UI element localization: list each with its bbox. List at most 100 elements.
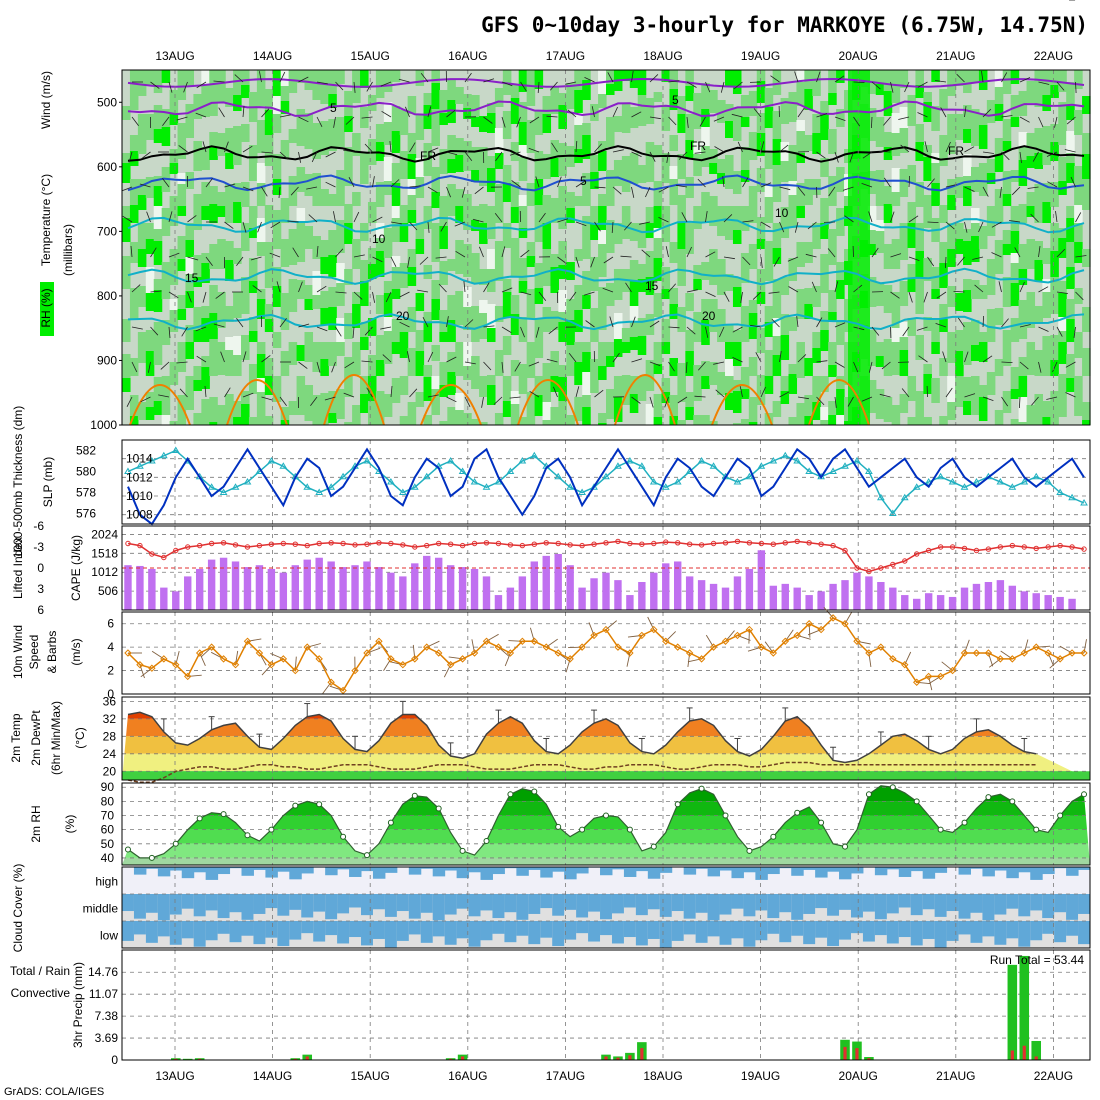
- cloud-cover-cell: [779, 894, 792, 913]
- lifted-index-marker: [710, 540, 717, 547]
- bottom-date-label: 17AUG: [546, 1069, 585, 1083]
- wind-barb: [1075, 81, 1077, 94]
- rh-cell: [407, 154, 417, 179]
- wind-barb: [464, 72, 472, 83]
- precip-tick: 0: [111, 1053, 118, 1067]
- rh-cell: [709, 90, 718, 113]
- rh-cell: [471, 220, 480, 231]
- rh-cell: [344, 160, 353, 186]
- wind-barb: [883, 177, 891, 188]
- rh-cell: [153, 401, 163, 415]
- wind-barb: [1019, 396, 1021, 409]
- rh-cell: [1034, 241, 1043, 260]
- rh-cell: [177, 80, 187, 100]
- cloud-cover-cell: [181, 894, 195, 909]
- rh-cell: [320, 257, 329, 274]
- rh-cell: [431, 192, 440, 208]
- rh-cell: [701, 192, 710, 208]
- cloud-cover-cell: [659, 894, 673, 917]
- cloud-cover-cell: [958, 921, 971, 935]
- thickness-tick: 578: [76, 486, 96, 500]
- rh-cell: [915, 277, 924, 295]
- rh-cell: [399, 416, 409, 425]
- rh-cell: [217, 192, 226, 206]
- wind-barb: [407, 351, 410, 363]
- precip-convective-bar: [616, 1057, 620, 1060]
- rh-cell: [185, 274, 195, 291]
- wind-barb: [495, 151, 503, 162]
- temperature-band: [122, 736, 1090, 754]
- rh-cell: [820, 420, 829, 425]
- rh-cell: [550, 376, 559, 392]
- precip-convective-bar: [1022, 1045, 1026, 1060]
- rh-cell: [137, 114, 147, 133]
- wind-barb: [236, 317, 244, 328]
- rh-cell: [613, 223, 623, 244]
- rh-cell: [740, 306, 750, 318]
- temperature-ylabel-line3: (6hr Min/Max): [49, 701, 63, 775]
- wind-barb: [1066, 116, 1076, 125]
- cape-bar: [506, 587, 515, 610]
- cape-bar: [841, 580, 849, 610]
- wind-barb: [511, 180, 521, 188]
- rh-cell: [772, 355, 782, 376]
- cloud-cover-cell: [1078, 894, 1091, 914]
- wind-speed-marker: [865, 649, 873, 657]
- rh-cell: [407, 348, 417, 363]
- rh-cell: [439, 196, 448, 206]
- rh-cell: [685, 114, 694, 140]
- wind-barb: [583, 291, 595, 296]
- rh-cell: [1050, 404, 1059, 425]
- wind-barb: [1046, 396, 1058, 400]
- rh-cell: [447, 295, 456, 309]
- rh-cell: [383, 157, 393, 181]
- rh-cell: [494, 241, 504, 260]
- rh-cell: [955, 239, 964, 254]
- precip-convective-bar: [293, 1058, 297, 1060]
- cloud-cover-cell: [1054, 921, 1067, 943]
- rh-cell: [891, 353, 901, 375]
- rh-cell: [748, 357, 758, 376]
- rh-cell: [1082, 363, 1091, 376]
- rh-cell: [122, 354, 131, 378]
- wind-barb: [816, 151, 826, 159]
- wind-barb: [390, 385, 393, 398]
- rh-cell: [233, 183, 242, 202]
- precip-tick: 3.69: [95, 1031, 119, 1045]
- wind-barb: [324, 396, 336, 401]
- cloud-cover-cell: [588, 921, 601, 942]
- wind-barb: [982, 108, 992, 118]
- cloud-cover-cell: [432, 921, 446, 937]
- rh-cell: [431, 127, 440, 146]
- rh-cell: [1074, 288, 1083, 304]
- rh-cell: [328, 287, 337, 307]
- cloud-cover-cell: [420, 921, 434, 943]
- rh-cell: [542, 96, 552, 114]
- wind-speed-marker: [195, 649, 204, 657]
- wind-barb: [509, 151, 521, 156]
- rh-marker: [340, 833, 347, 840]
- rh-cell: [145, 407, 155, 420]
- wind-barb: [1038, 81, 1050, 85]
- wind-barb: [731, 113, 743, 118]
- rh-cell: [272, 376, 282, 402]
- cloud-row-label: low: [100, 929, 118, 943]
- rh-cell: [153, 70, 163, 93]
- rh-cell: [883, 186, 893, 204]
- rh-marker: [722, 812, 729, 819]
- wind-speed-marker: [793, 631, 801, 640]
- cloud-cover-cell: [444, 894, 458, 915]
- warm-contour: [711, 384, 773, 426]
- rh-cell: [312, 352, 321, 372]
- rh-cell: [677, 267, 686, 286]
- rh-cell: [1010, 70, 1020, 84]
- lifted-index-marker: [1069, 544, 1075, 550]
- lifted-index-marker: [555, 540, 561, 547]
- wind-barb: [760, 256, 763, 268]
- rh-cell: [1058, 238, 1067, 258]
- rh-cell: [986, 173, 996, 184]
- cloud-cover-cell: [193, 921, 207, 947]
- rh-marker: [842, 843, 849, 850]
- rh-cell: [931, 120, 940, 131]
- rh-cell: [233, 139, 242, 165]
